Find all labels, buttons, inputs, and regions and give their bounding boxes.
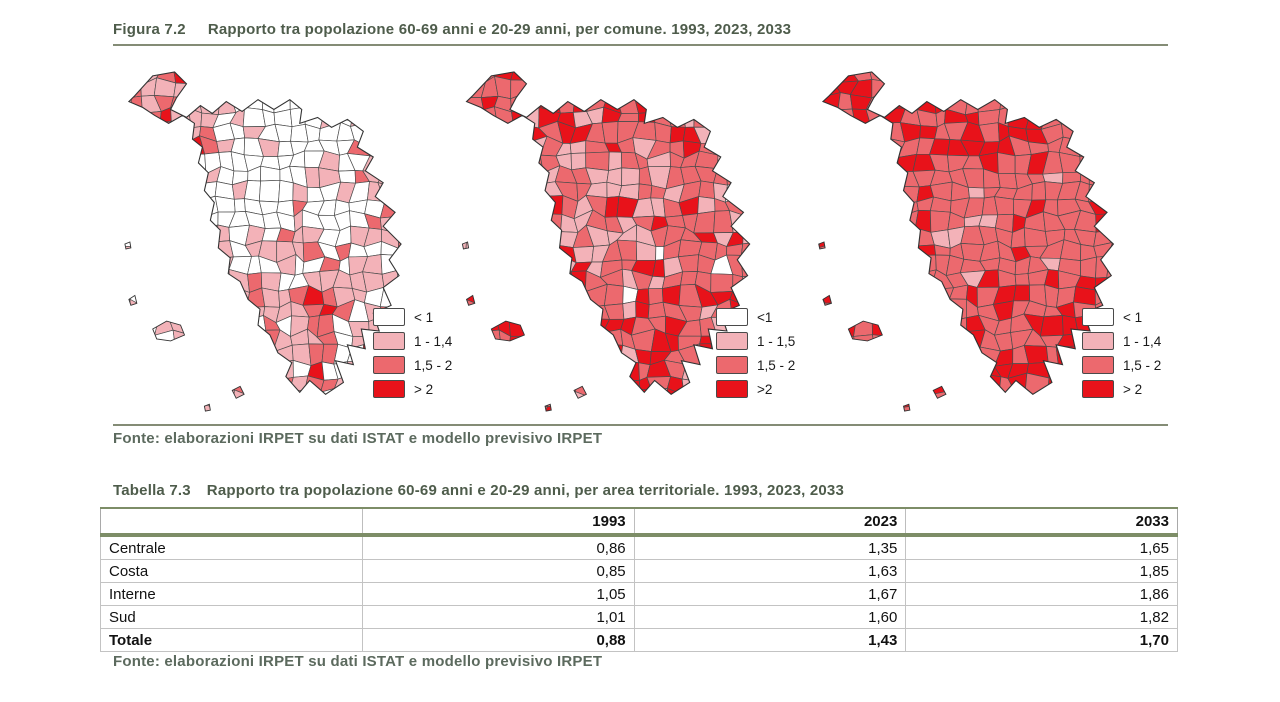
cell-value: 1,67	[633, 582, 907, 606]
cell-value: 1,82	[905, 605, 1178, 629]
legend-item: < 1	[1082, 308, 1161, 326]
table-source: Fonte: elaborazioni IRPET su dati ISTAT …	[113, 653, 603, 670]
legend-swatch-class1	[716, 308, 748, 326]
table-header-row: 1993 2023 2033	[100, 508, 1178, 537]
cell-value: 1,60	[633, 605, 907, 629]
legend-item: > 2	[1082, 380, 1161, 398]
cell-value: 1,43	[633, 628, 907, 652]
legend-item: 1 - 1,4	[373, 332, 452, 350]
row-label: Costa	[100, 559, 363, 583]
choropleth-map-2033	[818, 71, 1115, 412]
legend-item: 1 - 1,4	[1082, 332, 1161, 350]
cell-value: 1,35	[633, 534, 907, 560]
header-area	[100, 508, 363, 537]
table-row-totale: Totale 0,88 1,43 1,70	[100, 628, 1178, 652]
cell-value: 0,86	[362, 534, 635, 560]
legend-swatch-class4	[373, 380, 405, 398]
figure-source: Fonte: elaborazioni IRPET su dati ISTAT …	[113, 430, 603, 447]
map-legend-1993: < 1 1 - 1,4 1,5 - 2 > 2	[373, 302, 452, 404]
row-label: Interne	[100, 582, 363, 606]
legend-label: < 1	[1123, 309, 1143, 325]
cell-value: 1,05	[362, 582, 635, 606]
cell-value: 1,86	[905, 582, 1178, 606]
area-ratio-table: 1993 2023 2033 Centrale 0,86 1,35 1,65 C…	[100, 507, 1178, 652]
row-label: Centrale	[100, 534, 363, 560]
legend-swatch-class2	[373, 332, 405, 350]
choropleth-map-1993	[124, 71, 402, 412]
cell-value: 1,85	[905, 559, 1178, 583]
legend-item: 1,5 - 2	[373, 356, 452, 374]
table-row-interne: Interne 1,05 1,67 1,86	[100, 582, 1178, 606]
legend-item: 1,5 - 2	[1082, 356, 1161, 374]
legend-item: 1 - 1,5	[716, 332, 795, 350]
table-caption-label: Tabella 7.3	[113, 482, 191, 499]
table-caption: Tabella 7.3 Rapporto tra popolazione 60-6…	[113, 482, 844, 499]
legend-swatch-class3	[1082, 356, 1114, 374]
legend-label: 1 - 1,4	[1123, 333, 1162, 349]
legend-swatch-class4	[716, 380, 748, 398]
table-row-costa: Costa 0,85 1,63 1,85	[100, 559, 1178, 583]
legend-swatch-class3	[373, 356, 405, 374]
legend-swatch-class4	[1082, 380, 1114, 398]
legend-item: 1,5 - 2	[716, 356, 795, 374]
cell-value: 1,63	[633, 559, 907, 583]
legend-item: < 1	[373, 308, 452, 326]
legend-label: 1 - 1,4	[414, 333, 453, 349]
figure-bottom-rule	[113, 424, 1168, 426]
legend-label: >2	[757, 381, 773, 397]
legend-label: 1,5 - 2	[414, 357, 453, 373]
legend-swatch-class2	[716, 332, 748, 350]
legend-item: <1	[716, 308, 795, 326]
cell-value: 0,88	[362, 628, 635, 652]
legend-label: > 2	[1123, 381, 1143, 397]
map-panel-2033: < 1 1 - 1,4 1,5 - 2 > 2	[806, 66, 1171, 424]
header-2033: 2033	[905, 508, 1178, 537]
figure-caption-rule	[113, 44, 1168, 46]
legend-label: 1,5 - 2	[757, 357, 796, 373]
table-row-centrale: Centrale 0,86 1,35 1,65	[100, 534, 1178, 560]
legend-item: >2	[716, 380, 795, 398]
legend-label: < 1	[414, 309, 434, 325]
legend-label: 1,5 - 2	[1123, 357, 1162, 373]
header-2023: 2023	[633, 508, 906, 537]
legend-swatch-class1	[1082, 308, 1114, 326]
legend-label: > 2	[414, 381, 434, 397]
table-caption-text: Rapporto tra popolazione 60-69 anni e 20…	[206, 482, 845, 499]
row-label: Sud	[100, 605, 363, 629]
cell-value: 0,85	[362, 559, 635, 583]
legend-swatch-class1	[373, 308, 405, 326]
cell-value: 1,65	[905, 534, 1178, 560]
map-legend-2023: <1 1 - 1,5 1,5 - 2 >2	[716, 302, 795, 404]
cell-value: 1,01	[362, 605, 635, 629]
map-panel-2023: <1 1 - 1,5 1,5 - 2 >2	[450, 66, 815, 424]
figure-caption-label: Figura 7.2	[113, 21, 186, 38]
table-row-sud: Sud 1,01 1,60 1,82	[100, 605, 1178, 629]
row-label: Totale	[100, 628, 363, 652]
legend-label: <1	[757, 309, 773, 325]
map-legend-2033: < 1 1 - 1,4 1,5 - 2 > 2	[1082, 302, 1161, 404]
figure-caption-text: Rapporto tra popolazione 60-69 anni e 20…	[207, 21, 792, 38]
legend-swatch-class3	[716, 356, 748, 374]
legend-swatch-class2	[1082, 332, 1114, 350]
legend-label: 1 - 1,5	[757, 333, 796, 349]
map-panel-1993: < 1 1 - 1,4 1,5 - 2 > 2	[113, 66, 478, 424]
legend-item: > 2	[373, 380, 452, 398]
figure-caption: Figura 7.2 Rapporto tra popolazione 60-69…	[113, 21, 791, 38]
header-1993: 1993	[362, 508, 635, 537]
cell-value: 1,70	[905, 628, 1178, 652]
choropleth-map-2023	[461, 71, 751, 412]
